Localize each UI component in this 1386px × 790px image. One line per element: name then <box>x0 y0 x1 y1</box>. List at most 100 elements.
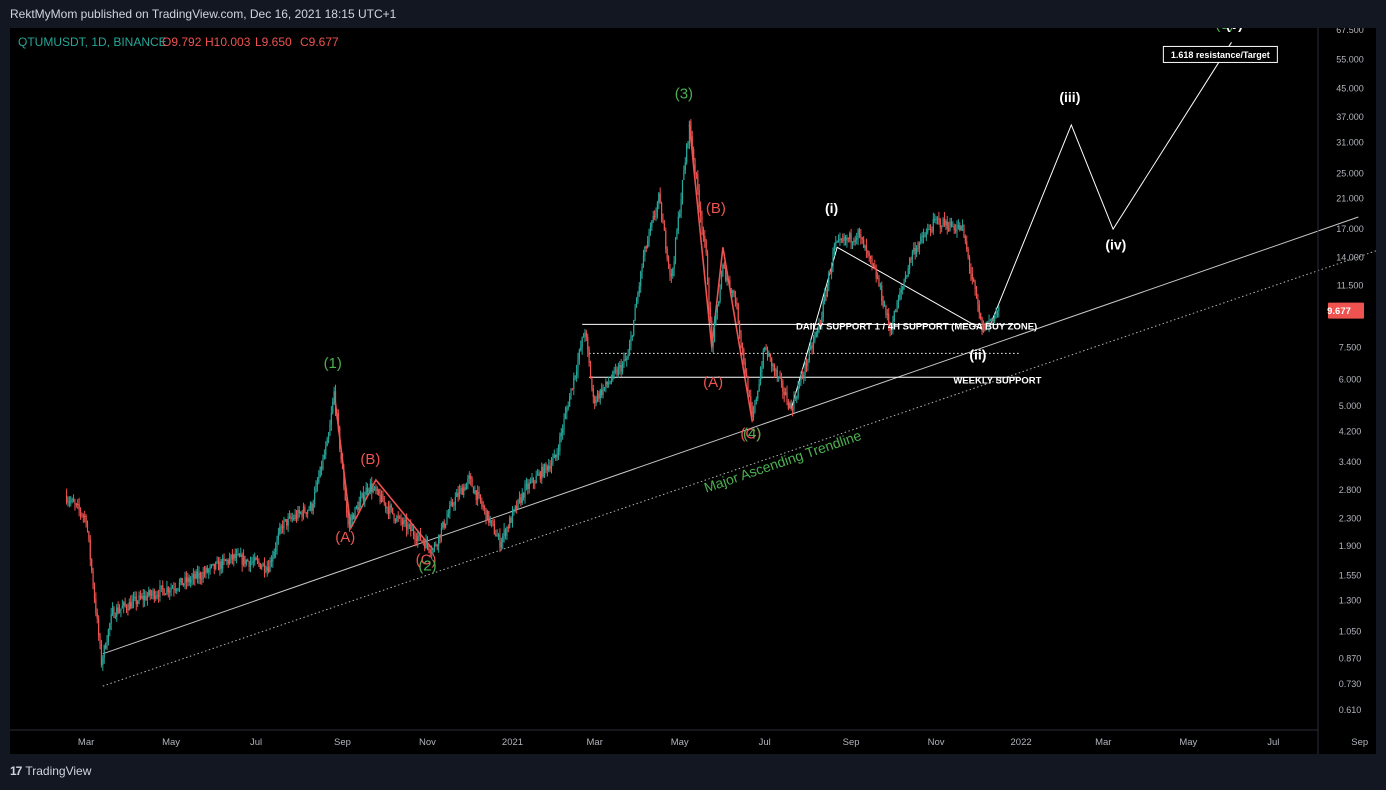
candle-body <box>192 574 194 578</box>
chart-panel[interactable]: (1) (B) (A) (C) (2) (3) (B) (A) (C) (4) (i) (ii) (ii… <box>10 16 1386 754</box>
candle-body <box>882 300 884 307</box>
candle-body <box>875 269 877 279</box>
candle-body <box>98 618 100 636</box>
candle-body <box>550 463 553 469</box>
price-tick: 11.500 <box>1337 281 1364 291</box>
candle-body <box>206 567 208 573</box>
candle-body <box>312 504 314 511</box>
candle-body <box>917 247 919 249</box>
candle-body <box>468 475 470 479</box>
candle-body <box>963 224 965 237</box>
price-tick: 21.000 <box>1336 194 1364 204</box>
candle-body <box>669 263 671 274</box>
candle-body <box>704 236 706 242</box>
candle-body <box>361 492 363 498</box>
candle-body <box>500 542 502 548</box>
candle-body <box>847 237 849 240</box>
candle-body <box>658 193 660 203</box>
candle-body <box>844 237 847 241</box>
candle-body <box>927 229 929 233</box>
candle-body <box>985 321 987 331</box>
candle-body <box>210 564 213 567</box>
candle-body <box>846 237 848 241</box>
candle-body <box>499 534 501 548</box>
candle-body <box>393 513 395 520</box>
candle-body <box>471 478 473 487</box>
candle-body <box>634 307 636 320</box>
candle-body <box>906 275 908 277</box>
candle-body <box>786 392 788 403</box>
candle-body <box>819 323 822 325</box>
candle-body <box>71 499 73 501</box>
candle-body <box>524 484 526 498</box>
candle-body <box>570 388 572 397</box>
candle-body <box>961 224 964 226</box>
candle-body <box>757 390 759 400</box>
candle-body <box>959 225 961 231</box>
candle-body <box>624 359 626 361</box>
candle-body <box>144 595 146 601</box>
candle-body <box>989 320 992 322</box>
red-abc-correction-2 <box>688 124 753 422</box>
candle-body <box>701 215 703 229</box>
candle-body <box>275 548 277 552</box>
candle-body <box>914 247 916 254</box>
candle-body <box>651 221 653 228</box>
candle-body <box>968 257 971 268</box>
candle-body <box>309 503 312 510</box>
last-price-badge <box>1328 302 1364 319</box>
candle-body <box>379 494 381 502</box>
candle-body <box>684 162 686 171</box>
candle-body <box>478 491 480 495</box>
candle-body <box>608 383 610 385</box>
candle-body <box>702 228 704 237</box>
candle-body <box>628 345 631 356</box>
candle-body <box>705 241 707 253</box>
candle-body <box>621 363 624 372</box>
candle-body <box>552 458 554 464</box>
candle-body <box>751 406 753 418</box>
candle-body <box>142 595 144 601</box>
candle-body <box>327 435 330 439</box>
candle-body <box>454 497 456 505</box>
candle-body <box>626 358 628 361</box>
candle-body <box>737 304 739 324</box>
candle-body <box>998 307 1000 311</box>
candle-body <box>107 629 109 643</box>
candle-body <box>964 236 966 242</box>
candle-body <box>449 505 451 514</box>
candle-body <box>212 563 214 565</box>
candle-body <box>918 242 920 249</box>
candle-body <box>584 332 586 337</box>
candle-body <box>294 514 296 520</box>
candle-body <box>525 483 528 485</box>
candle-body <box>765 347 767 349</box>
candle-body <box>836 241 838 243</box>
wave-label: (A) <box>703 374 723 391</box>
candle-body <box>928 229 930 231</box>
candle-body <box>467 478 469 484</box>
candle-body <box>447 513 449 517</box>
candle-body <box>523 492 525 498</box>
candle-body <box>645 246 647 248</box>
candle-body <box>386 507 388 509</box>
candle-body <box>955 230 957 232</box>
tradingview-brand[interactable]: 17 TradingView <box>10 764 91 778</box>
candle-body <box>291 518 293 520</box>
red-abc-correction-1 <box>333 392 434 551</box>
candle-body <box>824 295 826 302</box>
candlestick-chart[interactable]: (1)(B)(A)(C)(2)(3)(B)(A)(C)(4)(i)(ii)(ii… <box>10 16 1386 754</box>
candle-body <box>489 520 491 523</box>
candle-body <box>156 595 158 597</box>
candle-body <box>223 558 225 560</box>
candle-body <box>477 491 479 500</box>
price-tick: 7.500 <box>1339 342 1362 352</box>
price-tick: 31.000 <box>1336 137 1364 147</box>
candle-body <box>157 595 160 597</box>
candle-body <box>333 390 335 402</box>
candle-body <box>666 249 668 259</box>
candle-body <box>160 585 162 587</box>
candle-body <box>566 408 568 413</box>
price-tick: 0.870 <box>1339 654 1362 664</box>
candle-body <box>492 521 494 524</box>
